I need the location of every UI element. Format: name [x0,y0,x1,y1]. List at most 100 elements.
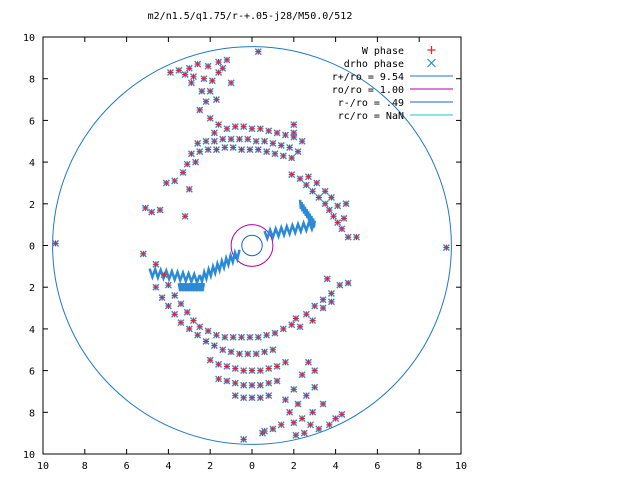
w-marker [315,425,322,432]
w-marker [240,382,247,389]
data-point [202,337,210,345]
data-point [304,358,312,366]
data-point [294,400,302,408]
data-point [141,204,149,212]
data-point [321,200,329,208]
data-point [319,296,327,304]
w-marker [336,282,343,289]
data-point [254,146,262,154]
w-marker [184,309,191,316]
w-marker [313,179,320,186]
data-point [139,250,147,258]
data-point [313,179,321,187]
data-point [265,365,273,373]
w-marker [213,332,220,339]
w-marker [271,330,278,337]
data-point [171,292,179,300]
w-marker [182,213,189,220]
w-marker [171,311,178,318]
data-point [171,310,179,318]
x-tick-label: 2 [207,461,213,472]
data-point [223,377,231,385]
w-marker [221,334,228,341]
w-marker [232,392,239,399]
w-marker [269,346,276,353]
data-point [332,415,340,423]
data-point [261,348,269,356]
y-tick-labels: 10 8 6 4 2 0 2 4 6 8 10 [23,33,35,461]
w-marker [161,271,168,278]
w-marker [320,305,327,312]
w-marker [159,294,166,301]
data-point [338,410,346,418]
data-point [177,319,185,327]
data-point [202,137,210,145]
data-point [192,158,200,166]
data-point [235,135,243,143]
w-marker [177,300,184,307]
w-marker [307,421,314,428]
data-point [185,64,193,72]
data-point [210,129,218,137]
w-marker [274,378,281,385]
w-marker [190,317,197,324]
w-marker [196,323,203,330]
w-marker [140,250,147,257]
w-marker [213,146,220,153]
data-point [248,125,256,133]
data-point [223,56,231,64]
w-marker [215,59,222,66]
data-point [302,181,310,189]
data-point [292,431,300,439]
data-point [292,314,300,322]
data-point [215,58,223,66]
w-marker [198,88,205,95]
w-marker [338,225,345,232]
data-point [183,308,191,316]
data-point [215,360,223,368]
data-point [248,381,256,389]
w-marker [345,234,352,241]
data-point [263,331,271,339]
w-marker [194,140,201,147]
w-marker [280,152,287,159]
data-point [231,123,239,131]
w-marker [265,392,272,399]
streak-1 [198,248,241,287]
x-tick-label: 6 [124,461,130,472]
data-point [240,123,248,131]
w-marker [286,409,293,416]
data-point [269,139,277,147]
w-marker [205,146,212,153]
data-point [212,331,220,339]
w-marker [236,350,243,357]
w-marker [253,138,260,145]
legend-label: ro/ro = 1.00 [332,85,404,96]
data-point [248,394,256,402]
w-marker [303,392,310,399]
w-marker [152,284,159,291]
w-marker [175,67,182,74]
legend-label: r+/ro = 9.54 [332,72,404,83]
data-point [164,302,172,310]
legend-marker-plus [427,46,436,54]
w-marker [238,146,245,153]
data-point [223,362,231,370]
w-marker [443,244,450,251]
data-point [196,106,204,114]
y-tick-label: 2 [29,200,35,211]
data-point [269,425,277,433]
data-point [279,152,287,160]
data-point [204,327,212,335]
w-marker [228,348,235,355]
y-tick-label: 6 [29,116,35,127]
w-marker [244,350,251,357]
data-point [325,421,333,429]
w-marker [203,338,210,345]
data-point [183,160,191,168]
data-point [208,77,216,85]
w-marker [282,396,289,403]
w-marker [278,142,285,149]
data-point [240,435,248,443]
